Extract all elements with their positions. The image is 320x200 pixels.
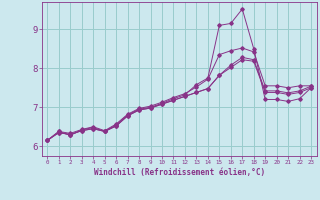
X-axis label: Windchill (Refroidissement éolien,°C): Windchill (Refroidissement éolien,°C) <box>94 168 265 177</box>
